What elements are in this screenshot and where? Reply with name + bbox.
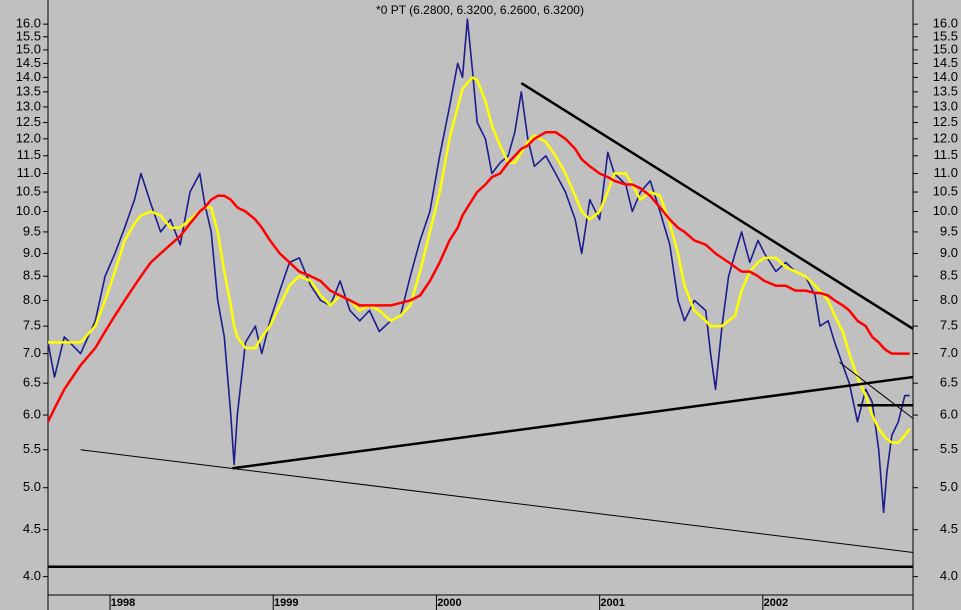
y-tick-label: 4.5 [23,521,41,536]
y-tick-label: 16.0 [933,16,958,31]
y-tick-label: 5.0 [940,479,958,494]
y-tick-label: 9.0 [23,245,41,260]
y-tick-label: 4.0 [940,568,958,583]
x-tick-label: 1998 [111,597,135,609]
y-tick-label: 10.0 [933,203,958,218]
y-tick-label: 11.0 [17,165,41,180]
y-tick-label: 8.5 [23,268,41,283]
y-tick-label: 12.5 [933,114,958,129]
y-tick-label: 4.0 [23,568,41,583]
x-tick-label: 2000 [437,597,461,609]
x-tick-label: 2002 [764,597,788,609]
y-tick-label: 15.5 [16,28,41,43]
y-tick-label: 9.5 [23,223,41,238]
y-tick-label: 10.5 [16,183,41,198]
y-tick-label: 14.0 [933,69,958,84]
trend-line [80,449,914,553]
y-tick-label: 9.5 [940,223,958,238]
chart-title: *0 PT (6.2800, 6.3200, 6.2600, 6.3200) [376,3,584,17]
y-tick-label: 8.5 [940,268,958,283]
y-tick-label: 13.5 [933,83,958,98]
y-tick-label: 5.0 [23,479,41,494]
x-tick-label: 2001 [600,597,624,609]
y-tick-label: 12.0 [933,130,958,145]
y-tick-label: 7.5 [940,318,958,333]
y-tick-label: 6.5 [940,375,958,390]
y-tick-label: 10.5 [933,183,958,198]
y-tick-label: 6.0 [940,406,958,421]
y-tick-label: 13.0 [933,98,958,113]
y-tick-label: 13.0 [16,98,41,113]
y-tick-label: 5.5 [940,441,958,456]
y-tick-label: 11.5 [934,147,958,162]
trend-line [520,82,914,330]
trend-line [839,361,914,419]
y-tick-label: 6.0 [23,406,41,421]
y-tick-label: 6.5 [23,375,41,390]
y-tick-label: 7.0 [940,345,958,360]
y-tick-label: 11.0 [934,165,958,180]
y-tick-label: 15.0 [16,41,41,56]
y-tick-label: 14.5 [933,55,958,70]
y-tick-label: 10.0 [16,203,41,218]
y-tick-label: 8.0 [940,292,958,307]
y-tick-label: 15.5 [933,28,958,43]
y-tick-label: 7.5 [23,318,41,333]
y-tick-label: 12.0 [16,130,41,145]
y-tick-label: 12.5 [16,114,41,129]
series-line [46,130,910,423]
y-tick-label: 5.5 [23,441,41,456]
y-tick-label: 16.0 [16,16,41,31]
series-line [48,76,911,444]
y-tick-label: 13.5 [16,83,41,98]
y-tick-label: 14.5 [16,55,41,70]
y-tick-label: 9.0 [940,245,958,260]
y-tick-label: 4.5 [940,521,958,536]
y-tick-label: 14.0 [16,69,41,84]
x-tick-label: 1999 [274,597,298,609]
y-tick-label: 8.0 [23,292,41,307]
trend-line [232,375,914,470]
series-line [47,18,910,514]
y-tick-label: 7.0 [23,345,41,360]
y-tick-label: 15.0 [933,41,958,56]
y-tick-label: 11.5 [17,147,41,162]
